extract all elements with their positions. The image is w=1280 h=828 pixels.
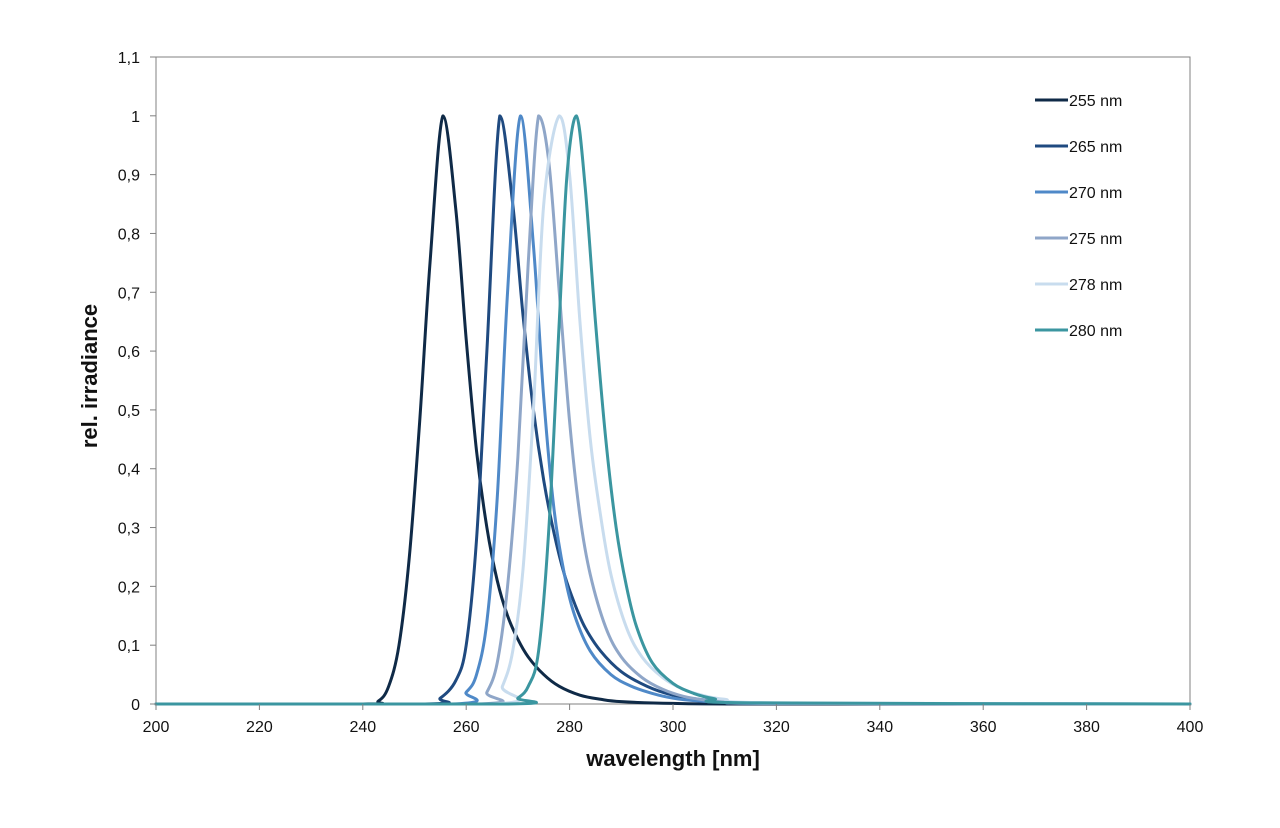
legend-label-270-nm: 270 nm xyxy=(1069,185,1122,202)
legend-label-255-nm: 255 nm xyxy=(1069,93,1122,110)
x-tick-label: 340 xyxy=(866,719,893,736)
legend-label-265-nm: 265 nm xyxy=(1069,139,1122,156)
y-tick-label: 0,3 xyxy=(118,521,140,538)
plot-area xyxy=(155,56,1191,705)
y-tick-label: 0,7 xyxy=(118,285,140,302)
x-tick-label: 300 xyxy=(660,719,687,736)
x-tick-label: 240 xyxy=(349,719,376,736)
y-tick-label: 1,1 xyxy=(118,50,140,67)
legend-label-275-nm: 275 nm xyxy=(1069,231,1122,248)
y-tick-label: 0,8 xyxy=(118,226,140,243)
x-tick-label: 280 xyxy=(556,719,583,736)
legend-label-280-nm: 280 nm xyxy=(1069,323,1122,340)
x-tick-label: 360 xyxy=(970,719,997,736)
x-tick-label: 220 xyxy=(246,719,273,736)
y-tick-label: 0,4 xyxy=(118,462,140,479)
y-axis-ticks: 0 0,1 0,2 0,3 0,4 0,5 0,6 0,7 0,8 0,9 1 1,1 xyxy=(118,50,156,714)
y-axis-title: rel. irradiance xyxy=(77,304,102,448)
x-tick-label: 200 xyxy=(143,719,170,736)
x-tick-label: 380 xyxy=(1073,719,1100,736)
y-tick-label: 0,9 xyxy=(118,168,140,185)
legend-label-278-nm: 278 nm xyxy=(1069,277,1122,294)
y-tick-label: 0,2 xyxy=(118,579,140,596)
y-tick-label: 1 xyxy=(131,109,140,126)
legend: 255 nm 265 nm 270 nm 275 nm 278 nm 280 nm xyxy=(1035,93,1122,340)
x-tick-label: 400 xyxy=(1177,719,1204,736)
series-line-280-nm xyxy=(154,114,1192,706)
series-line-270-nm xyxy=(154,114,1192,706)
y-tick-label: 0,1 xyxy=(118,638,140,655)
x-axis-ticks: 200 220 240 260 280 300 320 340 360 380 400 xyxy=(143,704,1204,736)
x-tick-label: 320 xyxy=(763,719,790,736)
y-tick-label: 0,5 xyxy=(118,403,140,420)
x-tick-label: 260 xyxy=(453,719,480,736)
x-axis-title: wavelength [nm] xyxy=(585,746,760,771)
y-tick-label: 0 xyxy=(131,697,140,714)
series-layer xyxy=(154,114,1192,706)
y-tick-label: 0,6 xyxy=(118,344,140,361)
series-line-255-nm xyxy=(154,114,1192,706)
